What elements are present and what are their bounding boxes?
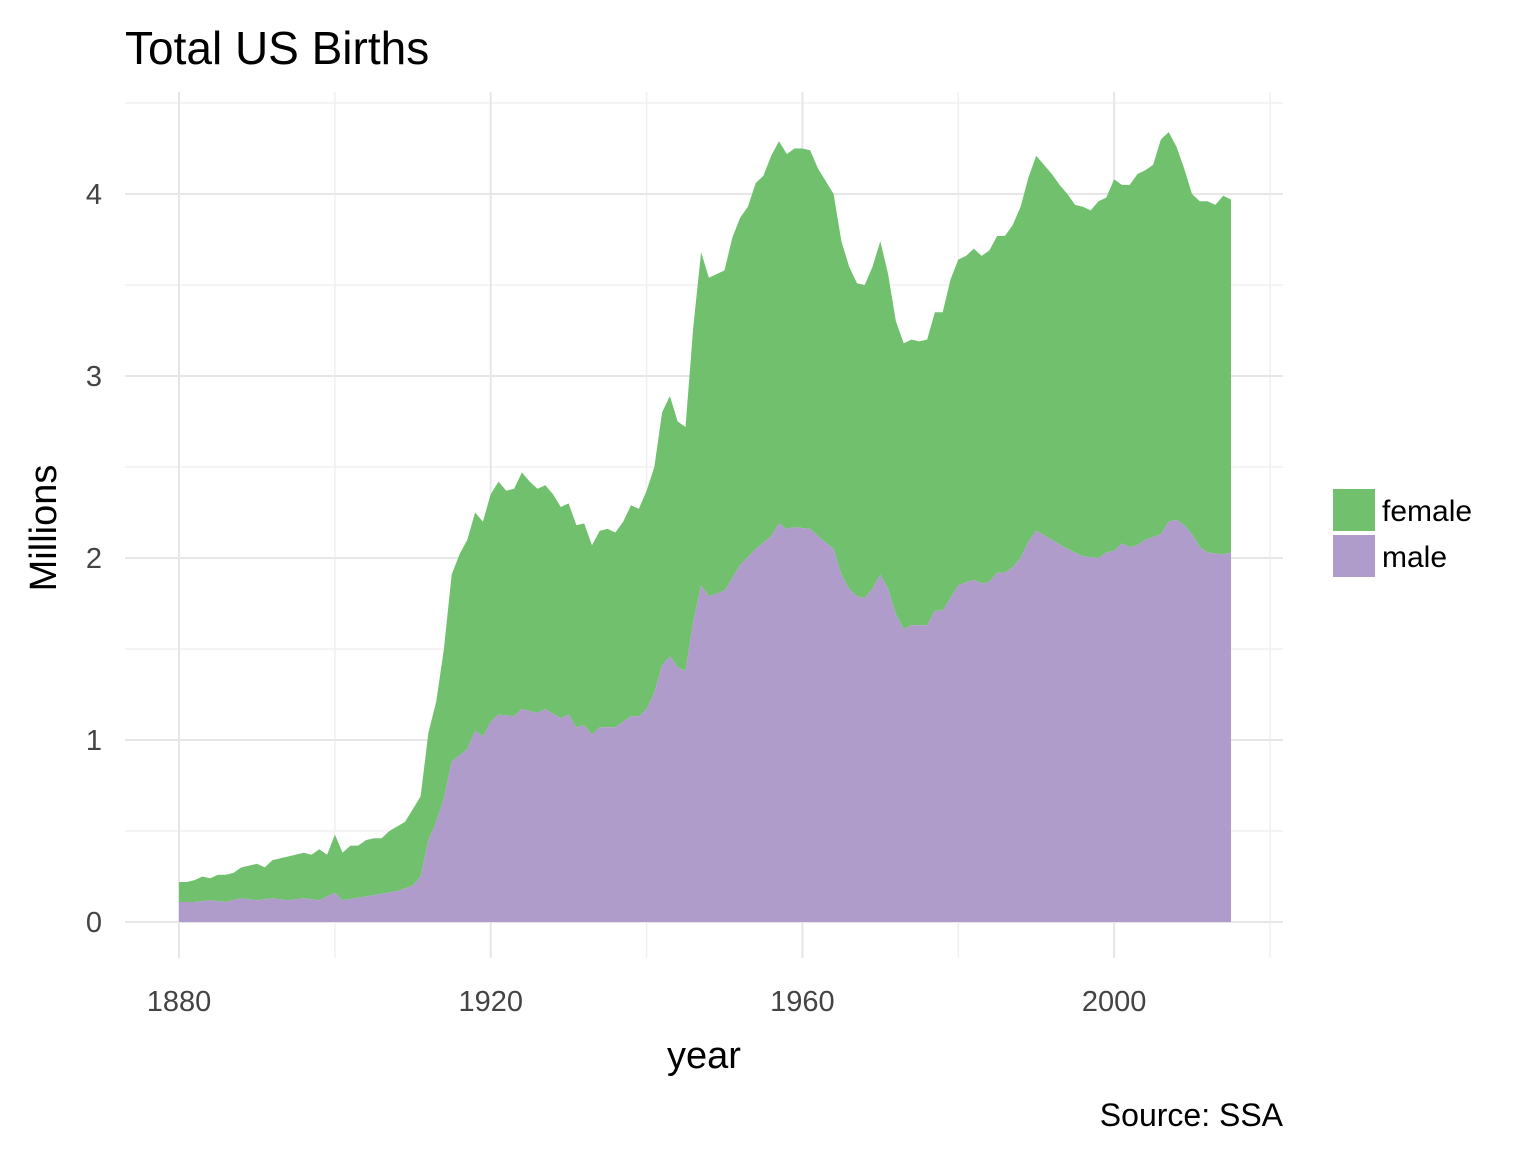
legend: female male (1333, 489, 1472, 577)
source-caption: Source: SSA (1100, 1097, 1284, 1133)
y-tick-label: 3 (86, 361, 102, 393)
legend-swatch-female (1333, 489, 1375, 531)
x-axis-ticks: 1880 1920 1960 2000 (147, 986, 1147, 1018)
y-tick-label: 4 (86, 179, 102, 211)
x-tick-label: 1880 (147, 986, 212, 1018)
area-male (179, 519, 1231, 922)
x-tick-label: 1920 (458, 986, 523, 1018)
legend-label-female: female (1382, 495, 1472, 528)
stacked-areas (179, 132, 1231, 922)
x-tick-label: 2000 (1082, 986, 1147, 1018)
y-tick-label: 1 (86, 725, 102, 757)
x-axis-label: year (667, 1035, 741, 1077)
y-tick-label: 2 (86, 543, 102, 575)
area-female (179, 132, 1231, 903)
legend-swatch-male (1333, 535, 1375, 577)
legend-label-male: male (1382, 541, 1447, 574)
y-axis-ticks: 0 1 2 3 4 (86, 179, 102, 939)
chart-title: Total US Births (125, 22, 429, 74)
y-axis-label: Millions (23, 465, 65, 592)
y-tick-label: 0 (86, 907, 102, 939)
x-tick-label: 1960 (770, 986, 835, 1018)
